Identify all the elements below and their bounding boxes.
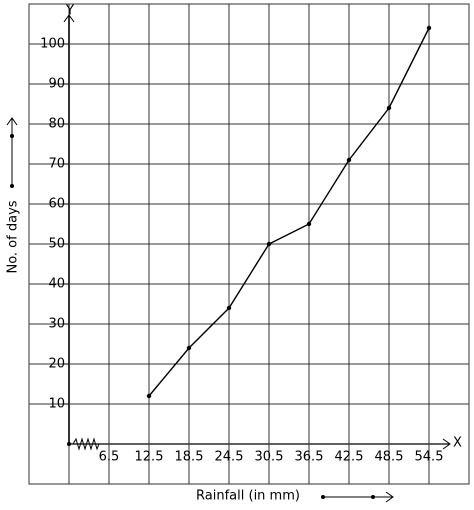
y-tick-label: 80 bbox=[48, 117, 65, 132]
x-tick-label: 42.5 bbox=[335, 450, 364, 465]
y-tick-label: 10 bbox=[48, 397, 65, 412]
axis-break bbox=[72, 437, 100, 451]
y-tick-label: 40 bbox=[48, 277, 65, 292]
point bbox=[146, 393, 152, 399]
x-tick-label: 30.5 bbox=[255, 450, 284, 465]
point bbox=[426, 25, 432, 31]
x-tick-label: 18.5 bbox=[175, 450, 204, 465]
x-tick-label: 54.5 bbox=[415, 450, 444, 465]
y-title-arrowhead bbox=[6, 117, 18, 126]
y-arrow bbox=[63, 14, 75, 23]
y-title-arrow-dot bbox=[10, 184, 14, 188]
x-title-arrow-dot bbox=[371, 495, 375, 499]
y-axis-name: Y bbox=[65, 4, 74, 19]
x-tick-label: 36.5 bbox=[295, 450, 324, 465]
point bbox=[266, 241, 272, 247]
y-tick-label: 70 bbox=[48, 157, 65, 172]
y-tick-label: 30 bbox=[48, 317, 65, 332]
y-title-arrow-dot bbox=[10, 134, 14, 138]
x-title-arrow-dot bbox=[321, 495, 325, 499]
point bbox=[386, 105, 392, 111]
line bbox=[148, 27, 430, 397]
x-arrow bbox=[442, 438, 451, 450]
x-tick-label: 12.5 bbox=[135, 450, 164, 465]
x-title-arrowhead bbox=[385, 491, 394, 503]
y-tick-label: 60 bbox=[48, 197, 65, 212]
y-tick-label: 100 bbox=[40, 37, 65, 52]
x-tick-label: 6.5 bbox=[99, 450, 120, 465]
point bbox=[186, 345, 192, 351]
point bbox=[346, 157, 352, 163]
origin-dot bbox=[67, 442, 71, 446]
point bbox=[226, 305, 232, 311]
x-tick-label: 48.5 bbox=[375, 450, 404, 465]
y-tick-label: 50 bbox=[48, 237, 65, 252]
x-axis-title: Rainfall (in mm) bbox=[196, 489, 300, 504]
x-tick-label: 24.5 bbox=[215, 450, 244, 465]
point bbox=[306, 221, 312, 227]
y-tick-label: 20 bbox=[48, 357, 65, 372]
y-axis-title: No. of days bbox=[6, 200, 21, 273]
y-tick-label: 90 bbox=[48, 77, 65, 92]
x-axis-name: X bbox=[453, 436, 462, 451]
